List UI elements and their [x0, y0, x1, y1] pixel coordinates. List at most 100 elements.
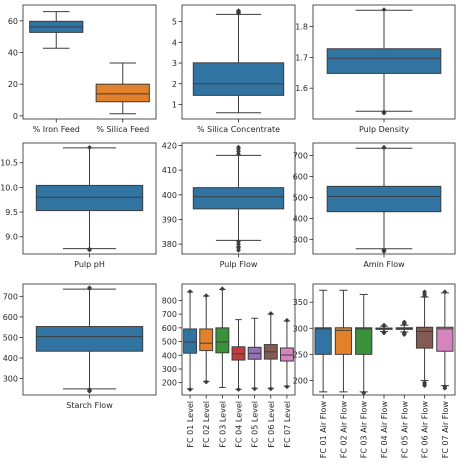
- outlier-point: [220, 286, 225, 291]
- y-tick-label: 400: [293, 214, 308, 223]
- y-tick-label: 600: [3, 313, 18, 322]
- x-tick-label: FC 02 Level: [202, 401, 211, 448]
- subplot-9: 200 250 300 350 FC 01 Air Flow FC 02 Air Flow…: [293, 284, 455, 458]
- x-tick-label: Starch Flow: [66, 401, 113, 410]
- x-tick-label: % Iron Feed: [33, 125, 80, 134]
- box-1: [327, 7, 441, 115]
- y-tick-label: 0: [13, 112, 18, 121]
- y-tick-label: 200: [293, 376, 308, 385]
- box-body: [416, 327, 432, 348]
- x-tick-label: FC 07 Air Flow: [441, 401, 450, 459]
- y-tick-label: 700: [293, 152, 308, 161]
- y-tick-label: 10.5: [0, 159, 18, 168]
- x-tick-label: FC 06 Air Flow: [421, 401, 430, 459]
- y-tick-label: 9.0: [5, 233, 18, 242]
- y-tick-label: 350: [293, 298, 308, 307]
- y-tick-label: 2: [172, 80, 177, 89]
- y-tick-label: 500: [162, 338, 177, 347]
- y-tick-label: 250: [293, 350, 308, 359]
- y-tick-label: 60: [8, 17, 18, 26]
- subplot-8: 200300400500600700800FC 01 Level FC 02 Le…: [162, 284, 295, 448]
- box-body: [315, 328, 331, 355]
- y-tick-label: 390: [162, 215, 177, 224]
- box-3: [356, 294, 372, 395]
- box-2: [335, 290, 351, 392]
- x-tick-label: FC 03 Air Flow: [360, 401, 369, 459]
- subplot-5: 380390400410420Pulp Flow: [162, 141, 295, 269]
- x-tick-label: FC 05 Air Flow: [400, 401, 409, 459]
- box-5: [248, 318, 261, 391]
- outlier-point: [285, 318, 290, 323]
- y-tick-label: 400: [3, 354, 18, 363]
- x-tick-label: FC 04 Level: [235, 401, 244, 448]
- box-6: [264, 311, 277, 391]
- y-tick-label: 300: [162, 365, 177, 374]
- x-tick-label: FC 01 Level: [186, 401, 195, 448]
- outlier-point: [382, 7, 387, 12]
- y-tick-label: 410: [162, 166, 177, 175]
- x-tick-label: Amin Flow: [363, 260, 405, 269]
- outlier-point: [382, 323, 387, 328]
- box-body: [327, 186, 441, 211]
- y-tick-label: 3: [172, 59, 177, 68]
- subplot-3: 1.61.71.8Pulp Density: [295, 5, 455, 134]
- y-tick-label: 600: [293, 173, 308, 182]
- y-tick-label: 300: [293, 324, 308, 333]
- box-1: [193, 8, 283, 113]
- outlier-point: [382, 145, 387, 150]
- box-1: [315, 290, 331, 392]
- box-body: [216, 328, 229, 353]
- y-tick-label: 420: [162, 141, 177, 150]
- box-1: [184, 289, 197, 392]
- box-2: [200, 293, 213, 384]
- x-tick-label: % Silica Concentrate: [197, 125, 280, 134]
- outlier-point: [285, 384, 290, 389]
- axes-frame: [313, 284, 455, 395]
- y-tick-label: 1.8: [295, 23, 308, 32]
- y-tick-label: 500: [293, 193, 308, 202]
- x-tick-label: FC 06 Level: [267, 401, 276, 448]
- outlier-point: [236, 387, 241, 392]
- x-tick-label: FC 05 Level: [251, 401, 260, 448]
- y-tick-label: 380: [162, 240, 177, 249]
- y-tick-label: 700: [3, 292, 18, 301]
- box-body: [96, 84, 149, 102]
- x-tick-label: FC 07 Level: [283, 401, 292, 448]
- box-3: [216, 286, 229, 387]
- subplot-1: 0 20 40 60 % Iron Feed % Silica Feed: [8, 5, 156, 134]
- box-body: [335, 328, 351, 355]
- outlier-point: [87, 145, 92, 150]
- outlier-point: [188, 289, 193, 294]
- y-tick-label: 500: [3, 333, 18, 342]
- y-tick-label: 1: [172, 100, 177, 109]
- x-tick-label: FC 01 Air Flow: [319, 401, 328, 459]
- subplot-7: 300 400 500 600 700 Starch Flow: [3, 284, 156, 410]
- box-body: [327, 49, 441, 74]
- x-tick-label: FC 02 Air Flow: [339, 401, 348, 459]
- box-7: [437, 289, 453, 390]
- x-tick-label: Pulp Density: [359, 125, 409, 134]
- outlier-point: [442, 289, 447, 294]
- outlier-point: [204, 380, 209, 385]
- outlier-point: [188, 387, 193, 392]
- y-tick-label: 5: [172, 18, 177, 27]
- box-5: [396, 320, 412, 337]
- y-tick-label: 700: [162, 310, 177, 319]
- y-tick-label: 1.6: [295, 84, 308, 93]
- x-tick-label: FC 04 Air Flow: [380, 401, 389, 459]
- box-body: [193, 63, 283, 96]
- x-tick-label: Pulp pH: [74, 260, 105, 269]
- box-7: [280, 318, 293, 389]
- subplot-2: 12345% Silica Concentrate: [172, 5, 295, 134]
- x-tick-label: % Silica Feed: [96, 125, 149, 134]
- box-2: [96, 63, 149, 114]
- y-tick-label: 40: [8, 49, 18, 58]
- y-tick-label: 9.5: [5, 208, 18, 217]
- box-4: [376, 323, 392, 336]
- box-body: [184, 329, 197, 353]
- outlier-point: [204, 293, 209, 298]
- box-body: [193, 188, 283, 209]
- box-body: [356, 328, 372, 355]
- box-1: [36, 285, 142, 393]
- y-tick-label: 10.0: [0, 183, 18, 192]
